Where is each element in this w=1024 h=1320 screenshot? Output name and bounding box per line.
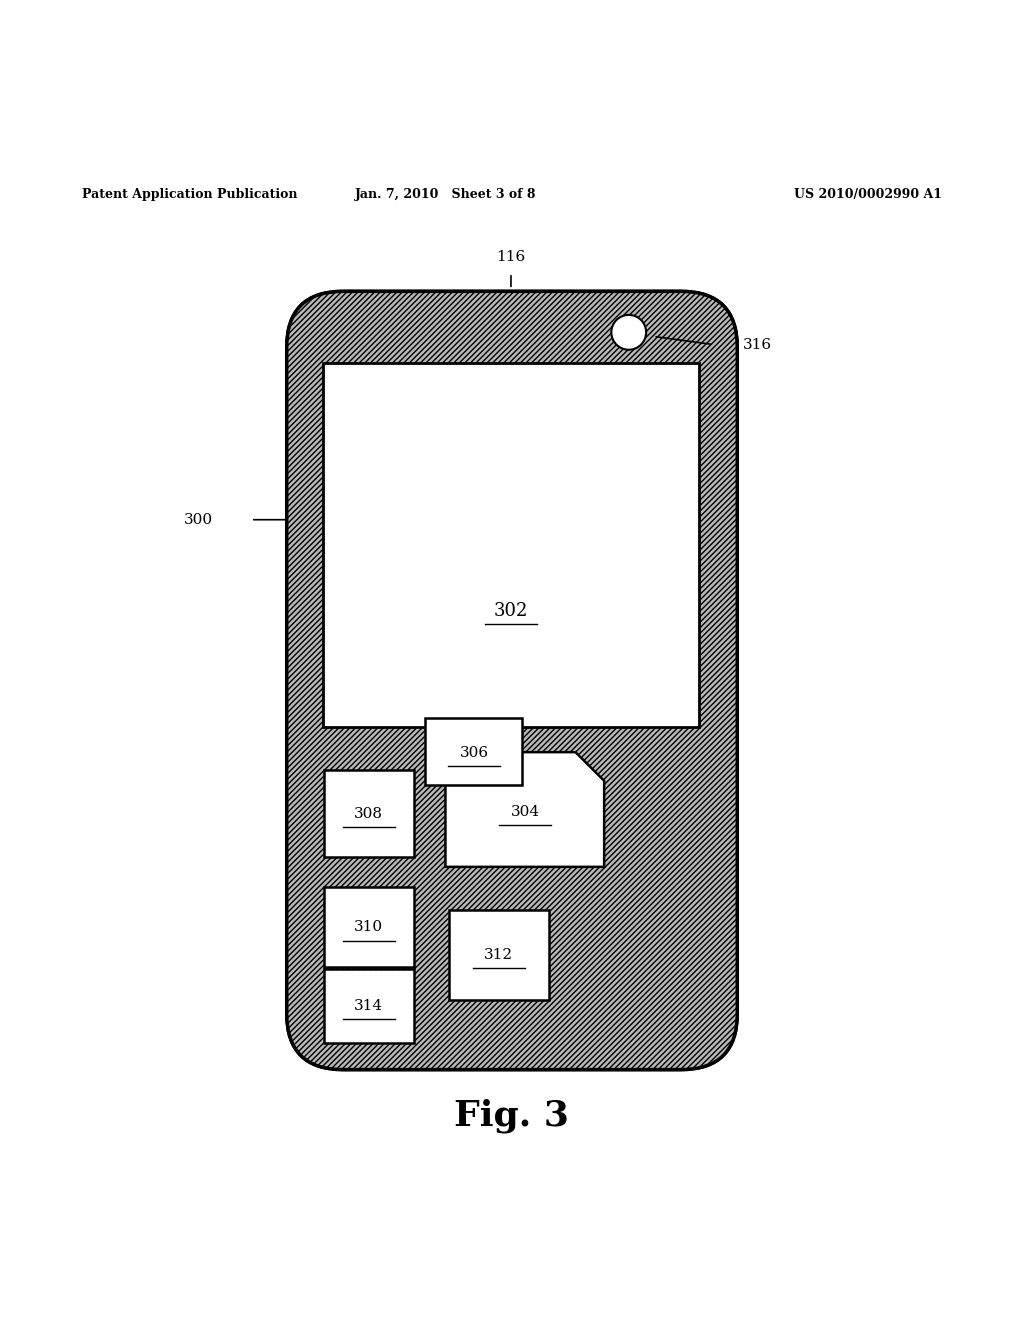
Circle shape [611,315,646,350]
Text: Patent Application Publication: Patent Application Publication [82,187,297,201]
Text: 310: 310 [354,920,383,935]
FancyBboxPatch shape [287,292,737,1069]
Text: US 2010/0002990 A1: US 2010/0002990 A1 [794,187,942,201]
Text: 300: 300 [184,512,213,527]
Text: 116: 116 [497,249,525,264]
Polygon shape [445,752,604,867]
Text: 312: 312 [484,948,513,962]
Bar [449,909,549,1001]
Text: 302: 302 [494,602,528,620]
Bar [324,887,414,968]
Bar [425,718,522,785]
Bar [323,363,699,726]
FancyBboxPatch shape [287,292,737,1069]
Text: 308: 308 [354,807,383,821]
Text: 316: 316 [742,338,771,351]
Text: 306: 306 [460,746,488,760]
Text: Fig. 3: Fig. 3 [455,1098,569,1133]
Bar [324,770,414,857]
Text: 314: 314 [354,999,383,1014]
Text: Jan. 7, 2010   Sheet 3 of 8: Jan. 7, 2010 Sheet 3 of 8 [354,187,537,201]
Text: 304: 304 [511,805,540,818]
Bar [324,969,414,1043]
